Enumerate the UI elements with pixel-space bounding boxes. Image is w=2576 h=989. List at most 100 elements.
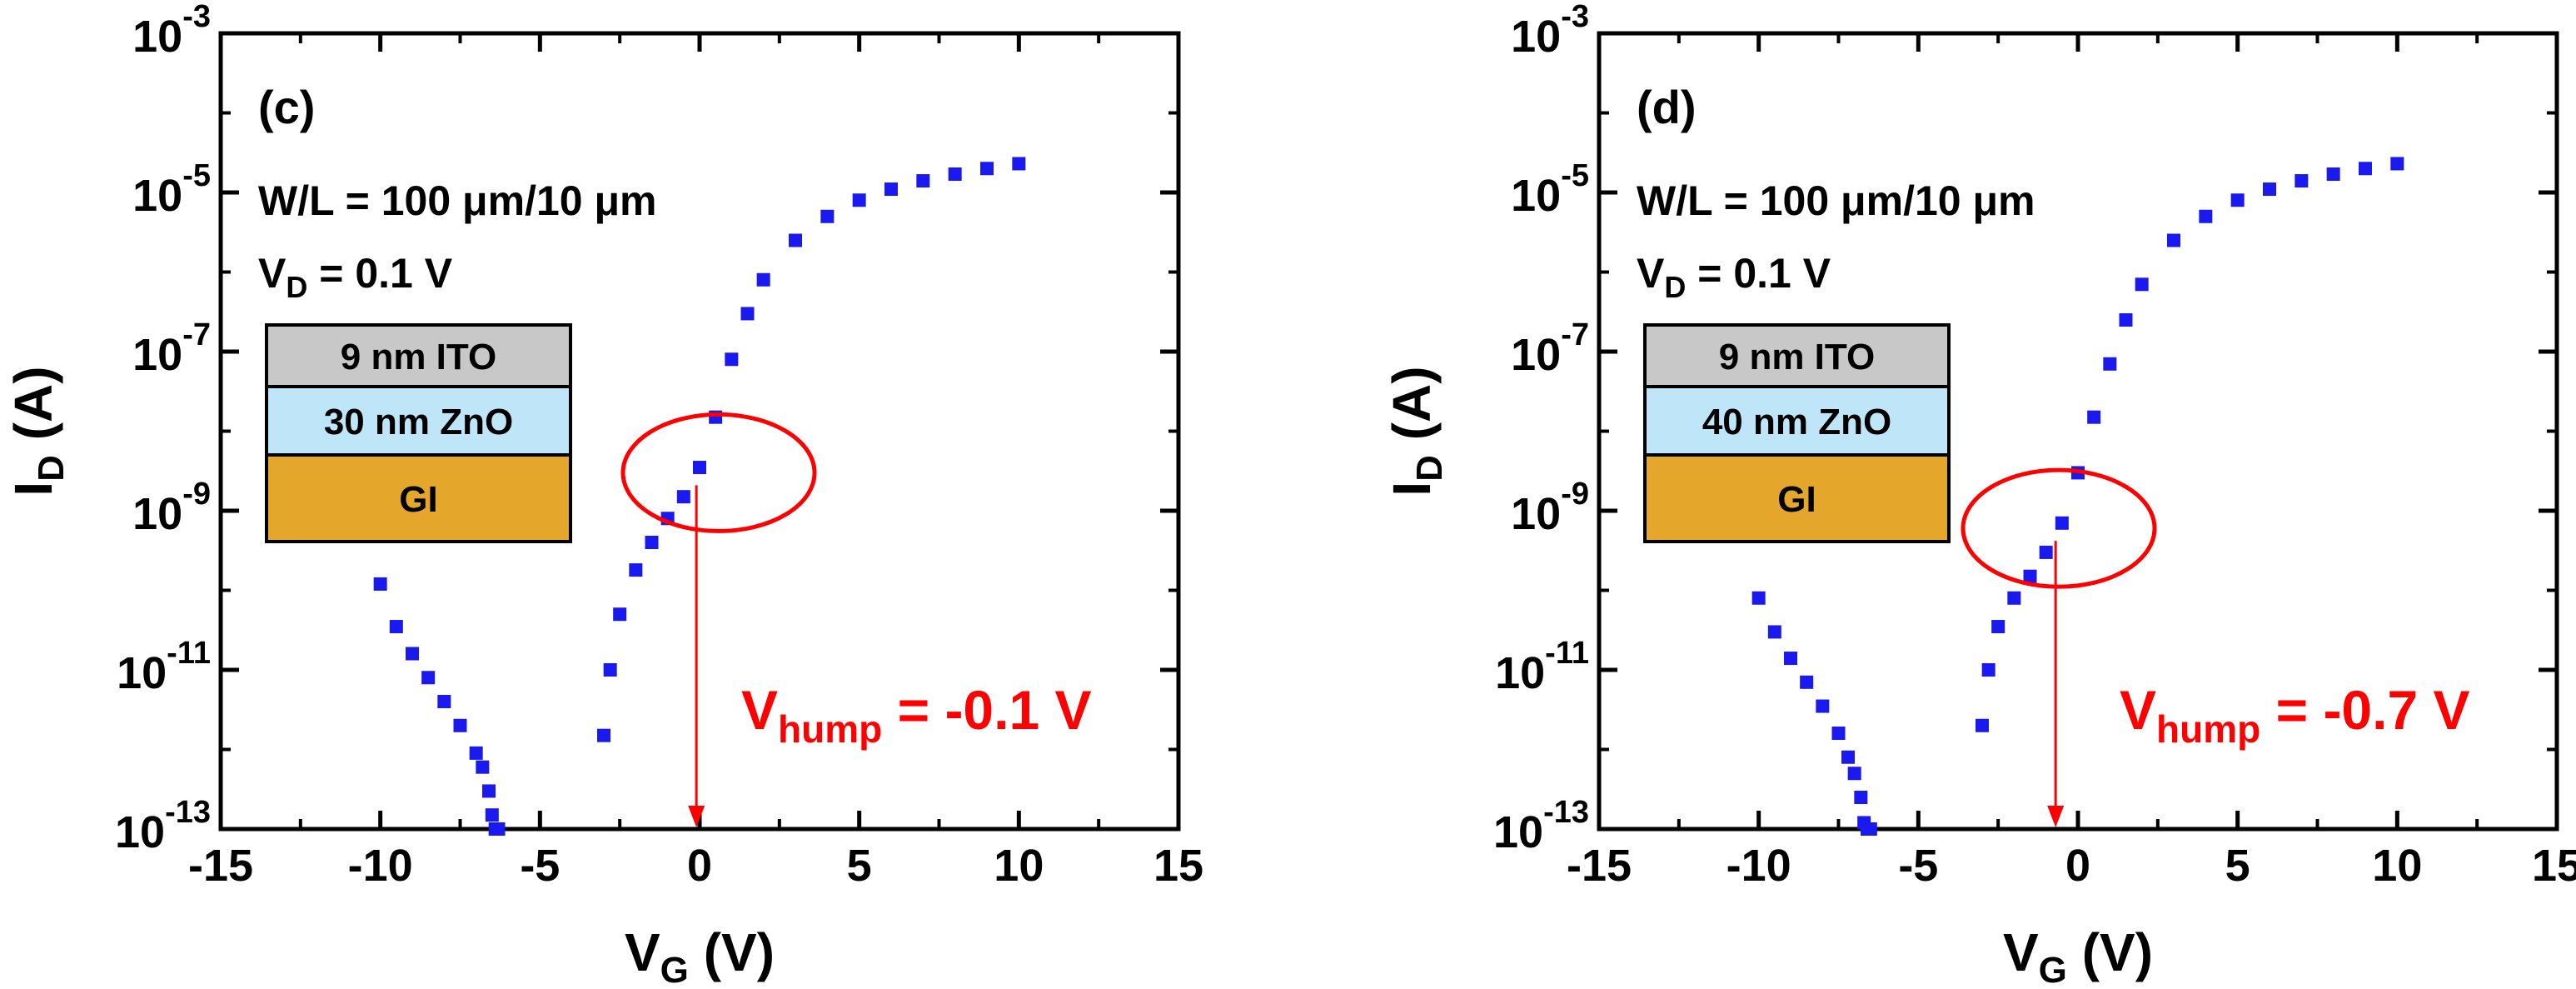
y-tick-base: 10 [1511, 12, 1561, 62]
y-axis-title-unit: (A) [1382, 366, 1442, 455]
y-tick-exponent: -5 [182, 158, 211, 193]
y-tick-exponent: -13 [165, 795, 211, 830]
data-point [629, 563, 643, 577]
layer-3 [1643, 453, 1951, 543]
x-tick-label: -5 [1898, 841, 1938, 891]
panel-label: (d) [1637, 81, 1697, 133]
data-point [613, 607, 627, 622]
data-point [2263, 182, 2276, 197]
y-tick-base: 10 [1493, 807, 1543, 857]
data-point [2103, 357, 2117, 371]
hump-rest: = -0.7 V [2260, 679, 2469, 741]
vd-rest: = 0.1 V [1686, 250, 1831, 297]
data-point [2294, 174, 2309, 188]
y-axis-title-sub: D [1409, 455, 1450, 482]
data-point [1767, 625, 1781, 639]
data-point [740, 307, 755, 321]
hump-sub: hump [778, 707, 882, 751]
y-tick-exponent: -3 [1561, 0, 1589, 34]
data-point [1976, 718, 1989, 732]
x-axis-title-sub: G [2039, 950, 2067, 989]
data-point [476, 760, 490, 774]
data-point [453, 718, 467, 732]
data-point [469, 746, 483, 760]
data-point [1751, 591, 1766, 605]
data-point [1863, 822, 1877, 836]
data-point [1991, 620, 2005, 634]
y-tick-label: 10-11 [1495, 636, 1589, 698]
hump-ellipse [620, 412, 817, 533]
x-tick-label: 10 [2372, 841, 2422, 891]
hump-main: V [2120, 679, 2156, 741]
x-axis-title-unit: (V) [689, 922, 775, 982]
data-point [373, 577, 387, 591]
y-axis-title-main: I [1382, 482, 1442, 497]
hump-rest: = -0.1 V [882, 679, 1091, 741]
layer-label: 9 nm ITO [341, 337, 496, 377]
vd-annotation: VD = 0.1 V [1637, 250, 1831, 304]
y-axis-title-main: I [3, 482, 63, 497]
y-tick-base: 10 [1511, 171, 1561, 221]
x-tick-label: 5 [847, 841, 872, 891]
x-tick-label: 0 [2065, 841, 2090, 891]
x-axis-title-main: V [2003, 922, 2039, 982]
vd-annotation: VD = 0.1 V [258, 250, 453, 304]
data-point [597, 728, 610, 742]
x-tick-label: -10 [1726, 841, 1791, 891]
y-tick-base: 10 [132, 489, 182, 539]
y-tick-label: 10-5 [132, 158, 211, 221]
series-right-branch [597, 157, 1026, 742]
y-tick-label: 10-9 [132, 477, 211, 539]
y-tick-label: 10-7 [132, 317, 211, 380]
y-tick-label: 10-13 [115, 795, 211, 857]
x-axis-title-sub: G [660, 950, 689, 989]
data-point [693, 461, 706, 475]
hump-arrow-head [2047, 806, 2065, 827]
data-point [485, 808, 499, 822]
x-axis-title-main: V [625, 922, 660, 982]
data-point [676, 490, 690, 504]
hump-ellipse [1961, 467, 2157, 589]
layer-2 [1643, 385, 1951, 457]
layer-label: GI [1777, 479, 1816, 520]
x-tick-label: -5 [520, 841, 560, 891]
y-tick-exponent: -9 [1561, 477, 1589, 512]
y-tick-exponent: -11 [1545, 636, 1589, 671]
y-tick-base: 10 [132, 330, 182, 380]
x-axis-title: VG (V) [625, 922, 775, 989]
data-point [1816, 699, 1830, 713]
x-tick-label: -15 [1567, 841, 1632, 891]
layer-label: 40 nm ZnO [1702, 402, 1891, 442]
hump-arrow-head [688, 806, 705, 827]
x-tick-label: 0 [687, 841, 712, 891]
x-tick-label: -10 [348, 841, 413, 891]
data-point [852, 193, 866, 207]
y-tick-label: 10-3 [132, 0, 211, 62]
data-point [884, 182, 898, 197]
y-tick-base: 10 [1495, 648, 1545, 698]
wl-annotation: W/L = 100 μm/10 μm [1637, 177, 2035, 224]
data-point [2039, 545, 2053, 559]
y-tick-exponent: -9 [182, 477, 211, 512]
layer-2 [265, 385, 572, 457]
layer-label: GI [399, 479, 437, 520]
data-point [2023, 569, 2037, 583]
y-tick-label: 10-9 [1511, 477, 1589, 539]
data-point [603, 663, 617, 677]
hump-sub: hump [2156, 707, 2260, 751]
x-tick-label: 15 [2532, 841, 2576, 891]
y-tick-exponent: -7 [1561, 317, 1589, 352]
y-tick-exponent: -11 [167, 636, 211, 671]
data-point [1800, 675, 1814, 689]
wl-annotation: W/L = 100 μm/10 μm [258, 177, 657, 224]
data-point [2087, 410, 2101, 424]
panel-d: -15 -10 -5 0 5 10 1510-1310-1110-910-710-510-3… [1382, 0, 2576, 989]
y-tick-exponent: -3 [182, 0, 211, 34]
panel-c: -15 -10 -5 0 5 10 1510-1310-1110-910-710-510-3… [3, 0, 1203, 989]
series-right-branch [1976, 157, 2404, 732]
data-point [2230, 193, 2245, 207]
data-point [491, 822, 506, 836]
series-left-branch [373, 577, 506, 836]
data-point [645, 536, 659, 550]
